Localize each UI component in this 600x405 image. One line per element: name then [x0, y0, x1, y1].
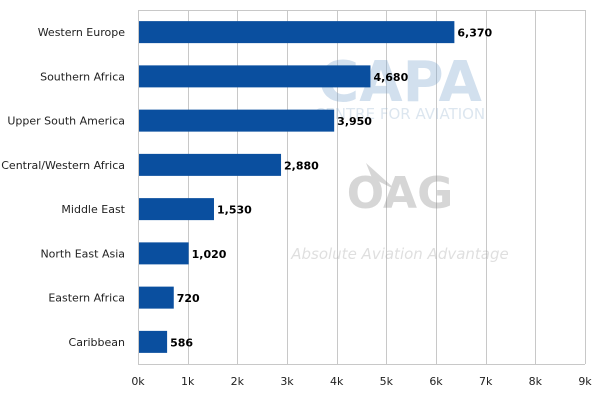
x-tick-label: 8k — [529, 375, 543, 388]
oag-tagline: Absolute Aviation Advantage — [290, 245, 509, 263]
data-label: 720 — [177, 292, 200, 305]
data-label: 3,950 — [337, 115, 372, 128]
category-label: Western Europe — [38, 26, 126, 39]
data-label: 1,020 — [192, 248, 227, 261]
data-label: 1,530 — [217, 204, 252, 217]
bar — [139, 330, 168, 353]
x-tick-label: 4k — [330, 375, 344, 388]
x-tick-label: 3k — [280, 375, 294, 388]
category-label: Southern Africa — [40, 70, 125, 83]
category-label: Middle East — [61, 203, 125, 216]
oag-logo-text: OAG — [347, 168, 453, 219]
oag-watermark: OAG Absolute Aviation Advantage — [290, 163, 509, 263]
bar — [139, 109, 335, 132]
category-label: Central/Western Africa — [1, 159, 125, 172]
x-tick-label: 0k — [131, 375, 145, 388]
bar — [139, 286, 174, 309]
x-tick-label: 7k — [479, 375, 493, 388]
bars-group — [139, 21, 455, 353]
x-tick-label: 5k — [380, 375, 394, 388]
oag-swoosh-icon — [366, 163, 396, 190]
data-label: 6,370 — [457, 27, 492, 40]
category-labels: Western Europe Southern Africa Upper South… — [1, 26, 125, 349]
category-label: Eastern Africa — [48, 292, 125, 305]
category-label: North East Asia — [40, 247, 125, 260]
category-label: Upper South America — [7, 115, 125, 128]
bar — [139, 65, 371, 88]
x-tick-label: 6k — [429, 375, 443, 388]
x-tick-label: 9k — [578, 375, 592, 388]
data-label: 586 — [170, 336, 193, 349]
category-label: Caribbean — [69, 336, 125, 349]
data-labels: 6,370 4,680 3,950 2,880 1,530 1,020 720 586 — [170, 27, 492, 350]
data-label: 2,880 — [284, 159, 319, 172]
bar — [139, 242, 189, 265]
x-tick-labels: 0k 1k 2k 3k 4k 5k 6k 7k 8k 9k — [131, 375, 592, 388]
x-tick-label: 2k — [231, 375, 245, 388]
bar — [139, 153, 282, 176]
data-label: 4,680 — [373, 71, 408, 84]
x-tick-label: 1k — [181, 375, 195, 388]
capa-tagline: CENTRE FOR AVIATION — [315, 105, 485, 123]
bar — [139, 198, 214, 221]
bar — [139, 21, 455, 44]
